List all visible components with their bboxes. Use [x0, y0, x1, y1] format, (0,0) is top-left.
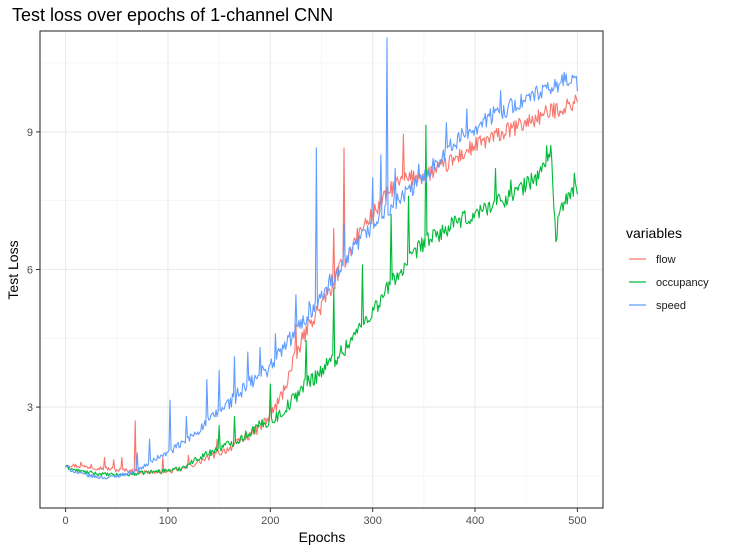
legend-label-speed: speed [656, 300, 686, 312]
x-tick-label: 200 [261, 515, 279, 527]
y-tick-label: 6 [27, 265, 33, 277]
legend-label-flow: flow [656, 254, 676, 266]
x-tick-label: 100 [159, 515, 177, 527]
x-tick-label: 300 [364, 515, 382, 527]
y-axis-title: Test Loss [5, 240, 21, 299]
y-tick-label: 9 [27, 127, 33, 139]
chart-title: Test loss over epochs of 1-channel CNN [12, 5, 333, 25]
grid-lines [40, 31, 603, 508]
y-tick-label: 3 [27, 402, 33, 414]
x-tick-label: 0 [63, 515, 69, 527]
x-tick-label: 400 [466, 515, 484, 527]
series-layer [65, 37, 578, 480]
legend-title: variables [626, 225, 682, 241]
series-line-flow [65, 94, 578, 475]
series-line-occupancy [65, 124, 578, 477]
x-tick-label: 500 [568, 515, 586, 527]
y-axis-ticks: 3 6 9 [27, 127, 40, 414]
legend-label-occupancy: occupancy [656, 277, 709, 289]
x-axis-ticks: 0 100 200 300 400 500 [63, 508, 587, 527]
series-line-speed [65, 37, 578, 480]
x-axis-title: Epochs [299, 529, 346, 545]
legend: variables flow occupancy speed [626, 225, 709, 312]
